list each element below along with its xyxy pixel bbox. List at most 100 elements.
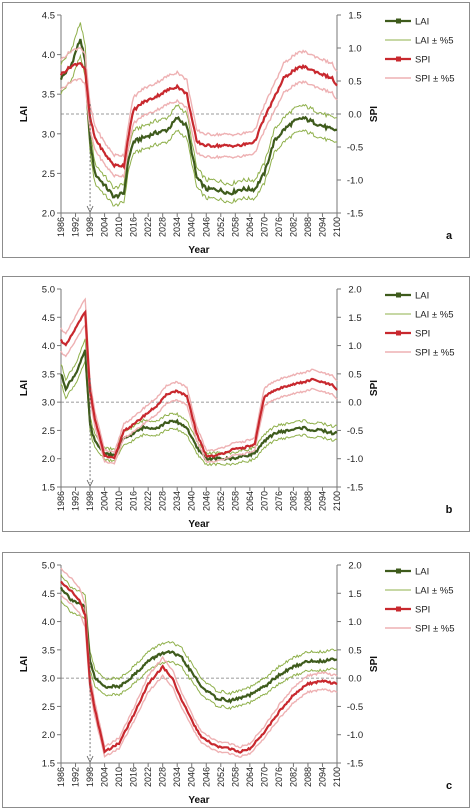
x-tick-label: 2034: [172, 767, 182, 787]
spi-band-lower-line: [60, 594, 338, 759]
x-axis-title: Year: [188, 795, 209, 806]
x-tick-label: 2064: [245, 491, 255, 511]
y-tick-left-label: 2.0: [42, 730, 55, 741]
panel-label: a: [446, 230, 453, 242]
x-tick-label: 2052: [216, 491, 226, 511]
chart-panel-c: 1.5 2.0 2.5 3.0 3.5 4.0 4.5 5.0 -1.5 -1.0 -0.5 0.0 0…: [2, 552, 470, 808]
spi-band-upper-line: [60, 567, 338, 749]
x-tick-label: 2034: [172, 217, 182, 237]
y-tick-right-label: 1.0: [348, 44, 361, 55]
y-tick-left-label: 4.5: [42, 589, 55, 600]
x-tick-label: 2040: [187, 767, 197, 787]
x-axis-title: Year: [188, 519, 209, 530]
y-tick-right-label: 1.0: [348, 341, 361, 352]
legend-marker-spi: [396, 330, 401, 336]
y-tick-right-label: 0.5: [348, 369, 361, 380]
legend-label-spi-band: SPI ± %5: [415, 624, 455, 635]
y-tick-left-label: 4.5: [42, 11, 55, 22]
lai-band-upper-line: [60, 574, 337, 696]
spi-band-upper-line: [60, 297, 338, 454]
x-tick-label: 2058: [230, 217, 240, 237]
x-tick-label: 2028: [158, 767, 168, 787]
legend-label-spi: SPI: [415, 55, 430, 66]
x-tick-label: 2040: [187, 217, 197, 237]
legend-label-lai-band: LAI ± %5: [415, 36, 453, 47]
x-tick-label: 1998: [85, 491, 95, 511]
x-tick-label: 1986: [56, 491, 66, 511]
y-tick-left-label: 4.0: [42, 617, 55, 628]
legend-label-lai-band: LAI ± %5: [415, 310, 453, 321]
y-tick-right-label: -1.5: [347, 759, 363, 770]
legend-marker-lai: [396, 568, 401, 574]
y-tick-right-label: 1.5: [348, 589, 361, 600]
y-axis-right-title: SPI: [369, 656, 380, 672]
x-tick-label: 2058: [230, 767, 240, 787]
spi-band-lower-line: [60, 77, 338, 179]
x-tick-label: 2052: [216, 767, 226, 787]
y-tick-left-label: 3.5: [42, 90, 55, 101]
x-tick-label: 1992: [71, 767, 81, 787]
y-tick-left-label: 3.0: [42, 674, 55, 685]
x-tick-label: 2034: [172, 491, 182, 511]
x-tick-label: 2022: [143, 491, 153, 511]
spi-series-line: [59, 62, 338, 170]
x-tick-label: 2046: [201, 767, 211, 787]
spi-band-lower-line: [60, 323, 338, 465]
y-tick-left-label: 1.5: [42, 759, 55, 770]
y-tick-right-label: -1.0: [347, 176, 363, 187]
x-tick-label: 2004: [100, 491, 110, 511]
y-tick-left-label: 2.5: [42, 169, 55, 180]
y-tick-right-label: 0.0: [348, 110, 361, 121]
x-tick-label: 2100: [332, 767, 342, 787]
legend-label-spi-band: SPI ± %5: [415, 348, 455, 359]
x-tick-label: 1998: [85, 767, 95, 787]
x-tick-label: 2040: [187, 491, 197, 511]
x-tick-label: 2094: [317, 491, 327, 511]
y-tick-left-label: 4.5: [42, 313, 55, 324]
lai-band-upper-line: [60, 22, 338, 190]
y-tick-left-label: 4.0: [42, 341, 55, 352]
marker-arrow-icon: [86, 755, 94, 763]
y-tick-left-label: 2.5: [42, 426, 55, 437]
x-tick-label: 2094: [317, 217, 327, 237]
x-tick-label: 1992: [71, 491, 81, 511]
y-tick-left-label: 1.5: [42, 483, 55, 494]
x-tick-label: 2088: [303, 767, 313, 787]
marker-arrow-icon: [86, 479, 94, 487]
y-tick-left-label: 3.0: [42, 129, 55, 140]
x-tick-label: 2016: [129, 217, 139, 237]
y-tick-right-label: -0.5: [347, 702, 363, 713]
legend-label-lai: LAI: [415, 567, 429, 578]
chart-svg-a: 2.0 2.5 3.0 3.5 4.0 4.5 -1.5 -1.0 -0.5 0.0 0.5 1.0 1…: [19, 11, 455, 257]
marker-arrow-icon: [86, 205, 94, 213]
y-tick-right-label: -1.5: [347, 483, 363, 494]
y-tick-right-label: 0.0: [348, 674, 361, 685]
y-axis-right-title: SPI: [369, 380, 380, 396]
x-tick-label: 2100: [332, 491, 342, 511]
legend-marker-lai: [396, 292, 401, 298]
x-tick-label: 2046: [201, 217, 211, 237]
legend-marker-spi: [396, 606, 401, 612]
x-tick-label: 2010: [114, 767, 124, 787]
x-tick-label: 1992: [71, 217, 81, 237]
x-tick-label: 2076: [274, 767, 284, 787]
y-tick-left-label: 2.5: [42, 702, 55, 713]
y-tick-right-label: -1.0: [347, 730, 363, 741]
y-tick-right-label: 2.0: [348, 561, 361, 572]
y-axis-left-title: LAI: [19, 380, 30, 396]
chart-svg-c: 1.5 2.0 2.5 3.0 3.5 4.0 4.5 5.0 -1.5 -1.0 -0.5 0.0 0…: [19, 561, 455, 807]
x-tick-label: 2070: [259, 767, 269, 787]
y-axis-left-title: LAI: [19, 106, 30, 122]
x-tick-label: 2058: [230, 491, 240, 511]
x-tick-label: 2004: [100, 767, 110, 787]
chart-panel-a: 2.0 2.5 3.0 3.5 4.0 4.5 -1.5 -1.0 -0.5 0.0 0.5 1.0 1…: [2, 2, 470, 258]
x-tick-label: 2010: [114, 491, 124, 511]
spi-series-line: [59, 309, 338, 460]
y-tick-left-label: 2.0: [42, 454, 55, 465]
y-tick-right-label: -1.5: [347, 209, 363, 220]
x-tick-label: 2082: [288, 217, 298, 237]
x-tick-label: 1986: [56, 767, 66, 787]
legend-label-lai: LAI: [415, 291, 429, 302]
legend-label-spi: SPI: [415, 329, 430, 340]
y-tick-right-label: -0.5: [347, 426, 363, 437]
